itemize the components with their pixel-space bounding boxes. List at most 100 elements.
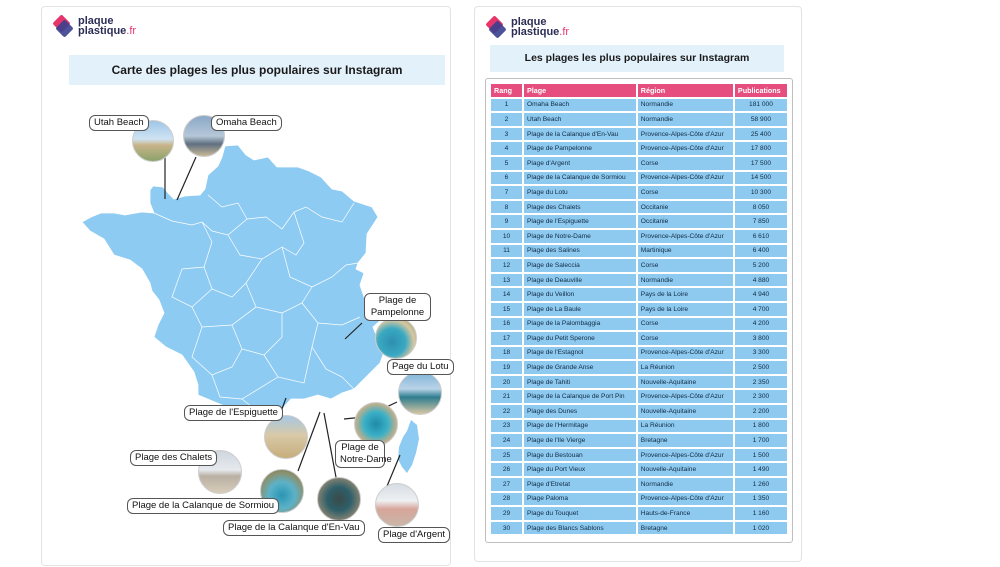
table-row: 21 Plage de la Calanque de Port Pin Proven… bbox=[491, 390, 787, 404]
cell-rank: 24 bbox=[491, 434, 522, 447]
cell-region: Provence-Alpes-Côte d'Azur bbox=[637, 127, 733, 141]
table-row: 12 Plage de Saleccia Corse 5 200 bbox=[491, 259, 787, 272]
cell-rank: 2 bbox=[491, 113, 522, 126]
table-panel: plaque plastique.fr Les plages les plus … bbox=[474, 6, 802, 562]
cell-rank: 22 bbox=[491, 405, 522, 418]
cell-region: Bretagne bbox=[637, 521, 733, 535]
cell-region: Pays de la Loire bbox=[637, 302, 733, 316]
label-notre-dame: Plage de Notre-Dame bbox=[335, 440, 392, 468]
cell-publications: 7 850 bbox=[734, 215, 787, 228]
table-row: 17 Plage du Petit Sperone Corse 3 800 bbox=[491, 332, 787, 345]
cell-publications: 2 300 bbox=[734, 390, 787, 404]
cell-rank: 11 bbox=[491, 244, 522, 258]
brand-suffix: .fr bbox=[126, 25, 137, 37]
cell-rank: 4 bbox=[491, 142, 522, 155]
ranking-table-container: Rang Plage Région Publications 1 Omaha Be… bbox=[485, 78, 793, 543]
cell-publications: 1 260 bbox=[734, 478, 787, 491]
cell-beach: Plage Paloma bbox=[524, 492, 636, 506]
cell-beach: Plage de Tahiti bbox=[524, 375, 636, 389]
table-row: 3 Plage de la Calanque d'En-Vau Provence-A… bbox=[491, 127, 787, 141]
header-region: Région bbox=[637, 84, 733, 97]
cell-publications: 1 500 bbox=[734, 448, 787, 462]
table-row: 11 Plage des Salines Martinique 6 400 bbox=[491, 244, 787, 258]
cell-beach: Plage de l'Ile Vierge bbox=[524, 434, 636, 447]
cell-publications: 1 160 bbox=[734, 507, 787, 520]
table-header-row: Rang Plage Région Publications bbox=[491, 84, 787, 97]
en-vau-photo bbox=[317, 477, 361, 521]
brand-line2: plastique bbox=[511, 26, 560, 38]
cell-beach: Plage d'Argent bbox=[524, 156, 636, 170]
cell-region: Normandie bbox=[637, 98, 733, 112]
table-title: Les plages les plus populaires sur Insta… bbox=[490, 45, 784, 72]
cell-publications: 1 350 bbox=[734, 492, 787, 506]
cell-region: Nouvelle-Aquitaine bbox=[637, 405, 733, 418]
cell-publications: 181 000 bbox=[734, 98, 787, 112]
cell-publications: 6 610 bbox=[734, 229, 787, 243]
table-row: 22 Plage des Dunes Nouvelle-Aquitaine 2 200 bbox=[491, 405, 787, 418]
cell-beach: Plage de la Calanque d'En-Vau bbox=[524, 127, 636, 141]
cell-publications: 2 500 bbox=[734, 361, 787, 374]
table-row: 25 Plage du Bestouan Provence-Alpes-Côte d… bbox=[491, 448, 787, 462]
cell-beach: Plage du Port Vieux bbox=[524, 463, 636, 477]
table-row: 18 Plage de l'Estagnol Provence-Alpes-Côte… bbox=[491, 346, 787, 360]
cell-rank: 14 bbox=[491, 288, 522, 301]
brand-suffix: .fr bbox=[559, 26, 570, 38]
cell-beach: Plage des Blancs Sablons bbox=[524, 521, 636, 535]
table-row: 30 Plage des Blancs Sablons Bretagne 1 020 bbox=[491, 521, 787, 535]
cell-beach: Utah Beach bbox=[524, 113, 636, 126]
cell-rank: 13 bbox=[491, 273, 522, 287]
cell-rank: 9 bbox=[491, 215, 522, 228]
cell-rank: 30 bbox=[491, 521, 522, 535]
cell-publications: 8 050 bbox=[734, 200, 787, 214]
label-en-vau: Plage de la Calanque d'En-Vau bbox=[223, 520, 365, 536]
lotu-photo bbox=[398, 371, 442, 415]
cell-publications: 25 400 bbox=[734, 127, 787, 141]
label-espiguette: Plage de l'Espiguette bbox=[184, 405, 283, 421]
cell-region: Occitanie bbox=[637, 200, 733, 214]
cell-beach: Plage de Pampelonne bbox=[524, 142, 636, 155]
cell-beach: Plage des Dunes bbox=[524, 405, 636, 418]
cell-rank: 15 bbox=[491, 302, 522, 316]
cell-region: Normandie bbox=[637, 273, 733, 287]
cell-region: Normandie bbox=[637, 478, 733, 491]
france-mainland-shape bbox=[81, 144, 385, 422]
brand-logo-2[interactable]: plaque plastique.fr bbox=[485, 15, 570, 39]
header-rang: Rang bbox=[491, 84, 522, 97]
cell-region: Pays de la Loire bbox=[637, 288, 733, 301]
cell-region: Martinique bbox=[637, 244, 733, 258]
table-row: 6 Plage de la Calanque de Sormiou Provence… bbox=[491, 171, 787, 185]
cell-region: Hauts-de-France bbox=[637, 507, 733, 520]
cell-beach: Plage de Notre-Dame bbox=[524, 229, 636, 243]
cell-rank: 17 bbox=[491, 332, 522, 345]
cell-beach: Plage du Veillon bbox=[524, 288, 636, 301]
cell-beach: Plage de Grande Anse bbox=[524, 361, 636, 374]
table-row: 16 Plage de la Palombaggia Corse 4 200 bbox=[491, 317, 787, 331]
table-row: 13 Plage de Deauville Normandie 4 880 bbox=[491, 273, 787, 287]
table-row: 2 Utah Beach Normandie 58 900 bbox=[491, 113, 787, 126]
cell-region: Corse bbox=[637, 186, 733, 199]
cell-rank: 21 bbox=[491, 390, 522, 404]
cell-publications: 1 700 bbox=[734, 434, 787, 447]
brand-logo[interactable]: plaque plastique.fr bbox=[52, 14, 137, 38]
table-row: 20 Plage de Tahiti Nouvelle-Aquitaine 2 350 bbox=[491, 375, 787, 389]
cell-rank: 20 bbox=[491, 375, 522, 389]
cell-beach: Plage des Salines bbox=[524, 244, 636, 258]
table-row: 1 Omaha Beach Normandie 181 000 bbox=[491, 98, 787, 112]
table-row: 7 Plage du Lotu Corse 10 300 bbox=[491, 186, 787, 199]
cell-publications: 3 800 bbox=[734, 332, 787, 345]
cell-rank: 3 bbox=[491, 127, 522, 141]
cell-region: Provence-Alpes-Côte d'Azur bbox=[637, 229, 733, 243]
cell-beach: Plage de l'Hermitage bbox=[524, 419, 636, 433]
cell-rank: 28 bbox=[491, 492, 522, 506]
table-row: 19 Plage de Grande Anse La Réunion 2 500 bbox=[491, 361, 787, 374]
cell-rank: 26 bbox=[491, 463, 522, 477]
brand-line1: plaque bbox=[511, 16, 547, 28]
table-row: 14 Plage du Veillon Pays de la Loire 4 940 bbox=[491, 288, 787, 301]
cell-publications: 4 880 bbox=[734, 273, 787, 287]
cell-publications: 10 300 bbox=[734, 186, 787, 199]
cell-publications: 1 020 bbox=[734, 521, 787, 535]
cell-publications: 5 200 bbox=[734, 259, 787, 272]
label-utah-beach: Utah Beach bbox=[89, 115, 149, 131]
table-row: 9 Plage de l'Espiguette Occitanie 7 850 bbox=[491, 215, 787, 228]
cell-region: Provence-Alpes-Côte d'Azur bbox=[637, 142, 733, 155]
